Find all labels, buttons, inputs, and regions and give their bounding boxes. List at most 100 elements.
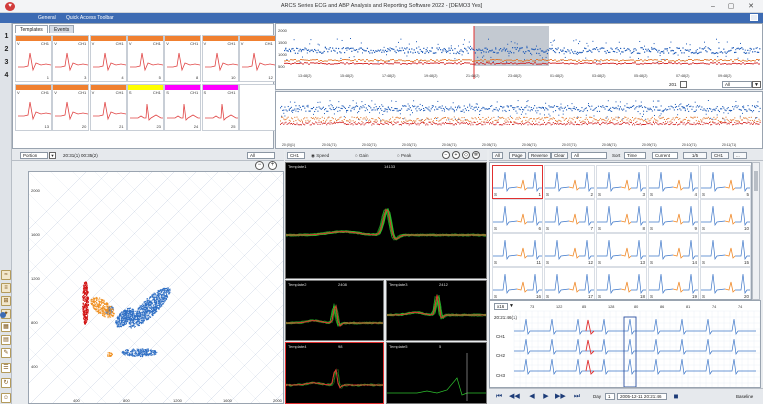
menu-general[interactable]: General <box>38 15 56 21</box>
prev-icon[interactable]: ◀ <box>529 393 535 400</box>
trend-chart-top[interactable]: 2000 1500 1000 500 13:48(2) 15:48(2) 17:48… <box>275 23 763 90</box>
minimize-button[interactable]: – <box>711 3 715 10</box>
channel-dropdown[interactable]: CH1 <box>711 152 729 159</box>
zoom-in-icon[interactable]: + <box>268 161 277 170</box>
next-icon[interactable]: ▶ <box>543 393 549 400</box>
template-cell[interactable]: V CH1 13 <box>15 84 52 131</box>
template-cell[interactable]: V CH1 4 <box>89 35 127 82</box>
waveform-tool-icon[interactable]: ≈ <box>1 270 11 280</box>
template-cell[interactable]: V CH1 8 <box>164 35 202 82</box>
page-button[interactable]: Page <box>509 152 526 159</box>
radio-peak[interactable]: ○ Peak <box>397 153 412 158</box>
zoom-tool-icon[interactable]: ⊞ <box>1 296 11 306</box>
beat-cell[interactable]: S 14 <box>648 233 699 267</box>
chevron-down-icon[interactable]: ▼ <box>509 303 514 309</box>
pen-tool-icon[interactable]: ✎ <box>1 348 11 358</box>
scroll-thumb[interactable] <box>754 171 758 191</box>
template-cell[interactable]: V CH1 12 <box>238 35 276 82</box>
close-button[interactable]: ✕ <box>748 3 754 10</box>
template-cell[interactable] <box>238 84 276 131</box>
zoom-checkbox[interactable] <box>680 81 687 88</box>
page-3-button[interactable]: 3 <box>4 59 9 66</box>
forward-icon[interactable]: ▶▶ <box>555 393 566 400</box>
template-cell[interactable]: V CH1 5 <box>126 35 164 82</box>
datetime-input[interactable]: 2005-12-11 20:21:46 <box>617 393 667 400</box>
beat-cell[interactable]: S 15 <box>700 233 751 267</box>
template-cell[interactable]: V CH1 1 <box>15 35 52 82</box>
template-cell[interactable]: V CH1 21 <box>89 84 127 131</box>
page-2-button[interactable]: 2 <box>4 46 9 53</box>
speed-dropdown[interactable]: x16 <box>494 303 508 310</box>
beat-cell[interactable]: S 13 <box>596 233 647 267</box>
template-3-view[interactable]: Template3 2412 <box>386 280 487 341</box>
template-cell[interactable]: V CH1 20 <box>52 84 90 131</box>
all-button[interactable]: All <box>492 152 504 159</box>
trend-chart-bottom[interactable]: 20:(0)(1) 20:01(71) 20:02(71) 20:03(71) 20:0… <box>275 91 763 149</box>
page-4-button[interactable]: 4 <box>4 72 9 79</box>
tab-events[interactable]: Events <box>49 25 75 33</box>
ecg-strip[interactable]: x16 ▼ 20:21:46(1) CH1 CH2 CH3 73 122 85 128… <box>489 300 761 388</box>
channel-dropdown[interactable]: CH1 <box>287 152 305 159</box>
chevron-down-icon[interactable]: ▼ <box>49 152 56 159</box>
beat-grid-scrollbar[interactable] <box>752 162 760 300</box>
template-cell[interactable]: S CH1 24 <box>164 84 202 131</box>
scatter-plot[interactable]: 2000 1600 1200 800 400 400 800 1200 1600 2000 <box>28 171 284 404</box>
menu-quick-access-toolbar[interactable]: Quick Access Toolbar <box>66 15 114 21</box>
template-cell[interactable]: V CH1 10 <box>201 35 239 82</box>
template-2-view[interactable]: Template2 2408 <box>285 280 384 341</box>
filter-dropdown[interactable]: All <box>571 152 607 159</box>
zoom-out-icon[interactable]: − <box>255 161 264 170</box>
tab-templates[interactable]: Templates <box>15 25 48 33</box>
beat-cell[interactable]: S 12 <box>544 233 595 267</box>
fit-icon[interactable]: ◇ <box>462 151 470 159</box>
reverse-button[interactable]: Reverse <box>528 152 551 159</box>
chevron-down-icon[interactable]: ▼ <box>752 81 761 88</box>
refresh-icon[interactable]: ↻ <box>1 378 11 388</box>
template-5-view[interactable]: Template5 5 <box>386 342 487 404</box>
day-input[interactable]: 1 <box>605 393 615 400</box>
current-dropdown[interactable]: Current <box>652 152 678 159</box>
template-cell[interactable]: S CH1 23 <box>126 84 164 131</box>
trend-dropdown[interactable]: All <box>722 81 752 88</box>
beat-cell[interactable]: S 11 <box>492 233 543 267</box>
template-main-view[interactable]: Template1 14133 <box>285 162 487 279</box>
list-tool-icon[interactable]: ☰ <box>1 363 11 373</box>
beat-cell[interactable]: S 10 <box>700 199 751 233</box>
grid-tool-icon[interactable]: ▤ <box>1 335 11 345</box>
rewind-icon[interactable]: ◀◀ <box>509 393 520 400</box>
settings-icon[interactable]: ✲ <box>472 151 480 159</box>
camera-icon[interactable]: ◼ <box>673 394 679 400</box>
beat-cell[interactable]: S 16 <box>492 267 543 299</box>
template-cell[interactable]: V CH1 3 <box>52 35 90 82</box>
scatter-all-dropdown[interactable]: All <box>247 152 275 159</box>
zoom-in-icon[interactable]: + <box>452 151 460 159</box>
template-cell[interactable]: S CH1 25 <box>201 84 239 131</box>
beat-cell[interactable]: S 18 <box>596 267 647 299</box>
user-icon[interactable]: ☺ <box>1 393 11 403</box>
ruler-tool-icon[interactable]: ≡ <box>1 283 11 293</box>
radio-speed[interactable]: ◉ Speed <box>311 153 330 158</box>
calendar-tool-icon[interactable]: ▦ <box>1 322 11 332</box>
zoom-out-icon[interactable]: − <box>442 151 450 159</box>
first-icon[interactable]: ⏮ <box>495 393 503 400</box>
clear-button[interactable]: Clear <box>551 152 568 159</box>
beat-cell[interactable]: S 20 <box>700 267 751 299</box>
more-button[interactable]: ... <box>733 152 747 159</box>
scatter-mode-dropdown[interactable]: Portion <box>20 152 48 159</box>
heart-icon[interactable]: ♥ <box>5 2 15 11</box>
page-1-button[interactable]: 1 <box>4 33 9 40</box>
sort-dropdown[interactable]: Time <box>624 152 646 159</box>
radio-gain[interactable]: ○ Gain <box>355 153 369 158</box>
last-icon[interactable]: ⏭ <box>573 393 581 400</box>
template-4-view[interactable]: Template4 98 <box>285 342 384 404</box>
beat-cell[interactable]: S 17 <box>544 267 595 299</box>
